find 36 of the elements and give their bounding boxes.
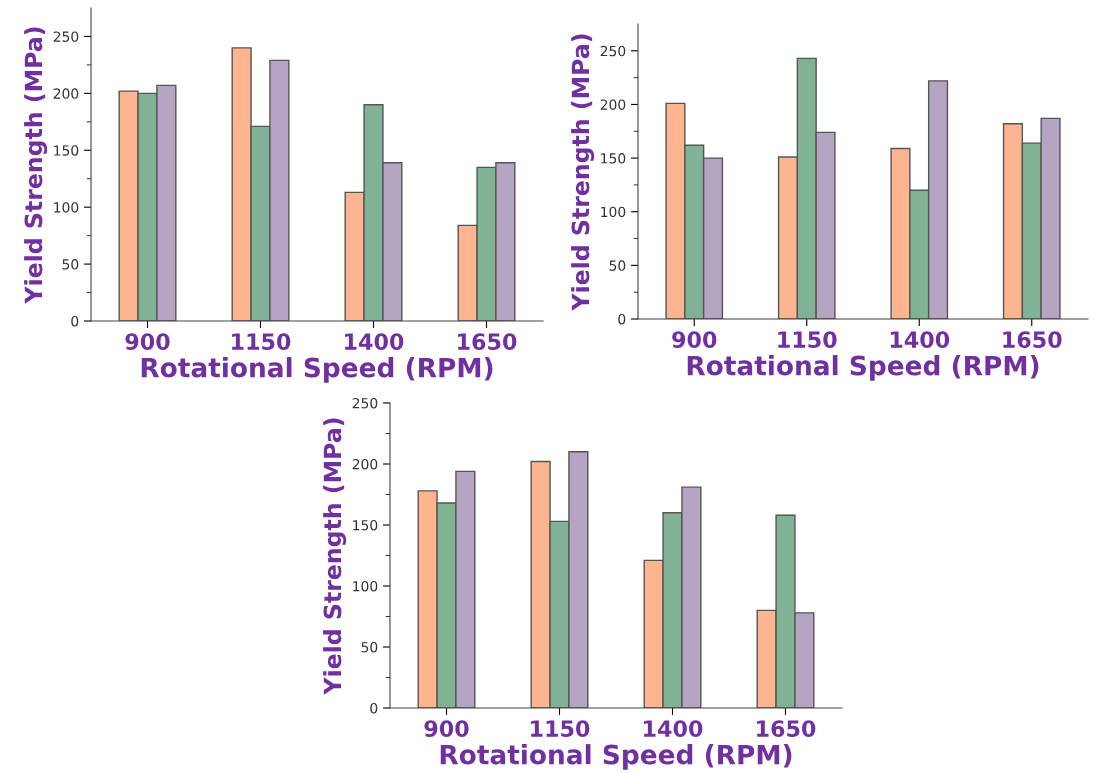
y-axis-title: Yield Strength (MPa)	[323, 418, 347, 695]
y-axis-title: Yield Strength (MPa)	[24, 27, 48, 304]
y-tick-label: 0	[618, 313, 626, 325]
x-tick-label: 900	[125, 333, 170, 351]
x-tick-label: 1150	[232, 333, 291, 351]
x-tick-label: 900	[424, 720, 469, 738]
y-tick-label: 250	[600, 45, 626, 57]
x-tick-label: 1150	[778, 331, 837, 349]
x-tick-label: 1650	[458, 333, 517, 351]
x-tick-label: 1150	[531, 720, 590, 738]
y-tick-label: 0	[71, 315, 79, 327]
y-tick-label: 150	[601, 153, 626, 164]
x-tick-label: 1650	[757, 720, 816, 738]
x-tick-label: 1400	[345, 333, 404, 351]
y-tick-label: 50	[609, 260, 626, 271]
x-tick-label: 1400	[644, 720, 703, 738]
x-tick-label: 1400	[890, 331, 950, 349]
y-tick-label: 250	[352, 397, 378, 409]
y-tick-label: 200	[53, 88, 79, 99]
y-tick-label: 250	[53, 31, 79, 42]
y-tick-label: 100	[601, 206, 626, 218]
x-axis-title: Rotational Speed (RPM)	[687, 355, 1039, 381]
y-tick-label: 50	[62, 259, 79, 270]
x-tick-label: 900	[672, 331, 717, 349]
y-tick-label: 100	[353, 580, 378, 592]
x-axis-title: Rotational Speed (RPM)	[440, 744, 792, 770]
x-axis-title: Rotational Speed (RPM)	[141, 357, 493, 383]
y-tick-label: 200	[352, 458, 378, 470]
y-tick-label: 150	[54, 145, 79, 156]
y-tick-label: 200	[600, 99, 626, 110]
y-axis-title: Yield Strength (MPa)	[571, 34, 595, 311]
y-tick-label: 150	[353, 519, 378, 531]
x-tick-label: 1650	[1003, 331, 1062, 349]
y-tick-label: 50	[361, 641, 378, 653]
y-tick-label: 100	[54, 202, 79, 213]
y-tick-label: 0	[370, 702, 378, 714]
